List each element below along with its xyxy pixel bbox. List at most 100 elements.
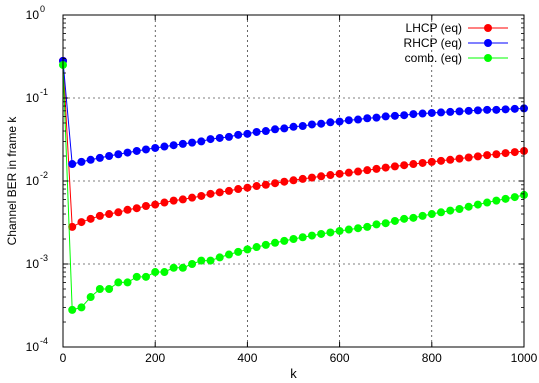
data-point	[95, 211, 104, 220]
data-point	[483, 151, 492, 160]
data-point	[464, 202, 473, 211]
data-point	[344, 116, 353, 125]
data-point	[86, 155, 95, 164]
data-point	[224, 250, 233, 259]
data-point	[492, 196, 501, 205]
data-point	[510, 104, 519, 113]
data-point	[169, 141, 178, 150]
data-point	[160, 198, 169, 207]
data-point	[224, 186, 233, 195]
data-point	[141, 145, 150, 154]
data-point	[492, 150, 501, 159]
data-point	[400, 161, 409, 170]
x-tick-label: 1000	[511, 351, 538, 365]
data-point	[132, 204, 141, 213]
data-point	[418, 211, 427, 220]
x-tick-label: 0	[60, 351, 67, 365]
data-point	[224, 132, 233, 141]
data-point	[289, 235, 298, 244]
y-tick-exponent: -1	[40, 87, 48, 97]
data-point	[197, 256, 206, 265]
data-point	[381, 112, 390, 121]
data-point	[455, 107, 464, 116]
data-point	[363, 114, 372, 123]
data-point	[400, 111, 409, 120]
data-point	[464, 106, 473, 115]
data-point	[105, 152, 114, 161]
data-point	[68, 160, 77, 169]
data-point	[473, 152, 482, 161]
data-point	[354, 167, 363, 176]
data-point	[178, 263, 187, 272]
data-point	[280, 124, 289, 133]
data-point	[483, 105, 492, 114]
data-point	[427, 210, 436, 219]
data-point	[372, 220, 381, 229]
data-point	[271, 179, 280, 188]
data-point	[215, 253, 224, 262]
data-point	[400, 214, 409, 223]
data-point	[354, 115, 363, 124]
data-point	[169, 196, 178, 205]
data-point	[77, 218, 86, 227]
data-point	[335, 169, 344, 178]
data-point	[206, 256, 215, 265]
data-point	[501, 194, 510, 203]
series-3	[59, 60, 528, 314]
data-point	[271, 125, 280, 134]
data-point	[335, 117, 344, 126]
data-point	[390, 216, 399, 225]
data-point	[437, 156, 446, 165]
data-point	[86, 214, 95, 223]
data-point	[178, 139, 187, 148]
y-axis-label: Channel BER in frame k	[5, 116, 19, 246]
data-point	[289, 176, 298, 185]
data-point	[252, 127, 261, 136]
data-point	[261, 240, 270, 249]
data-point	[243, 245, 252, 254]
data-point	[151, 200, 160, 209]
data-point	[234, 247, 243, 256]
data-point	[317, 229, 326, 238]
series-line	[62, 60, 525, 228]
data-point	[215, 133, 224, 142]
data-point	[501, 105, 510, 114]
data-point	[427, 157, 436, 166]
data-point	[473, 200, 482, 209]
data-point	[298, 174, 307, 183]
data-point	[298, 121, 307, 130]
y-tick-label: 10	[26, 91, 40, 105]
data-point	[252, 182, 261, 191]
data-point	[437, 108, 446, 117]
y-tick-label: 10	[26, 340, 40, 354]
series-line	[62, 64, 525, 311]
data-point	[510, 148, 519, 157]
data-point	[280, 236, 289, 245]
legend-marker	[484, 39, 492, 47]
data-point	[446, 206, 455, 215]
legend-marker	[484, 54, 492, 62]
data-point	[206, 189, 215, 198]
data-point	[188, 138, 197, 147]
data-point	[252, 243, 261, 252]
y-tick-exponent: -4	[40, 336, 48, 346]
data-point	[141, 272, 150, 281]
legend-label: RHCP (eq)	[404, 36, 462, 50]
data-point	[317, 119, 326, 128]
data-point	[151, 143, 160, 152]
data-point	[169, 263, 178, 272]
data-point	[141, 201, 150, 210]
data-point	[483, 198, 492, 207]
data-point	[455, 204, 464, 213]
data-point	[188, 260, 197, 268]
data-point	[390, 111, 399, 120]
data-point	[197, 137, 206, 146]
data-point	[280, 177, 289, 186]
data-point	[215, 188, 224, 197]
data-point	[234, 185, 243, 194]
data-point	[510, 193, 519, 202]
data-point	[298, 233, 307, 242]
data-point	[114, 278, 123, 287]
data-point	[160, 142, 169, 151]
